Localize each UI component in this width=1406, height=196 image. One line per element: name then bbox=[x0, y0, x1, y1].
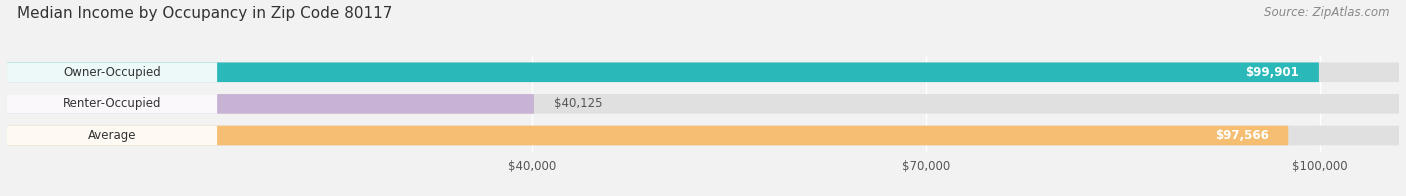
Text: $97,566: $97,566 bbox=[1215, 129, 1268, 142]
Text: Renter-Occupied: Renter-Occupied bbox=[63, 97, 162, 110]
FancyBboxPatch shape bbox=[7, 94, 1399, 114]
FancyBboxPatch shape bbox=[7, 94, 217, 114]
FancyBboxPatch shape bbox=[7, 94, 534, 114]
FancyBboxPatch shape bbox=[7, 63, 217, 82]
Text: Median Income by Occupancy in Zip Code 80117: Median Income by Occupancy in Zip Code 8… bbox=[17, 6, 392, 21]
Text: Average: Average bbox=[87, 129, 136, 142]
FancyBboxPatch shape bbox=[7, 126, 1399, 145]
Text: Owner-Occupied: Owner-Occupied bbox=[63, 66, 160, 79]
FancyBboxPatch shape bbox=[7, 63, 1399, 82]
FancyBboxPatch shape bbox=[7, 63, 1319, 82]
Text: $99,901: $99,901 bbox=[1246, 66, 1299, 79]
Text: $40,125: $40,125 bbox=[554, 97, 602, 110]
FancyBboxPatch shape bbox=[7, 126, 217, 145]
Text: Source: ZipAtlas.com: Source: ZipAtlas.com bbox=[1264, 6, 1389, 19]
FancyBboxPatch shape bbox=[7, 126, 1288, 145]
